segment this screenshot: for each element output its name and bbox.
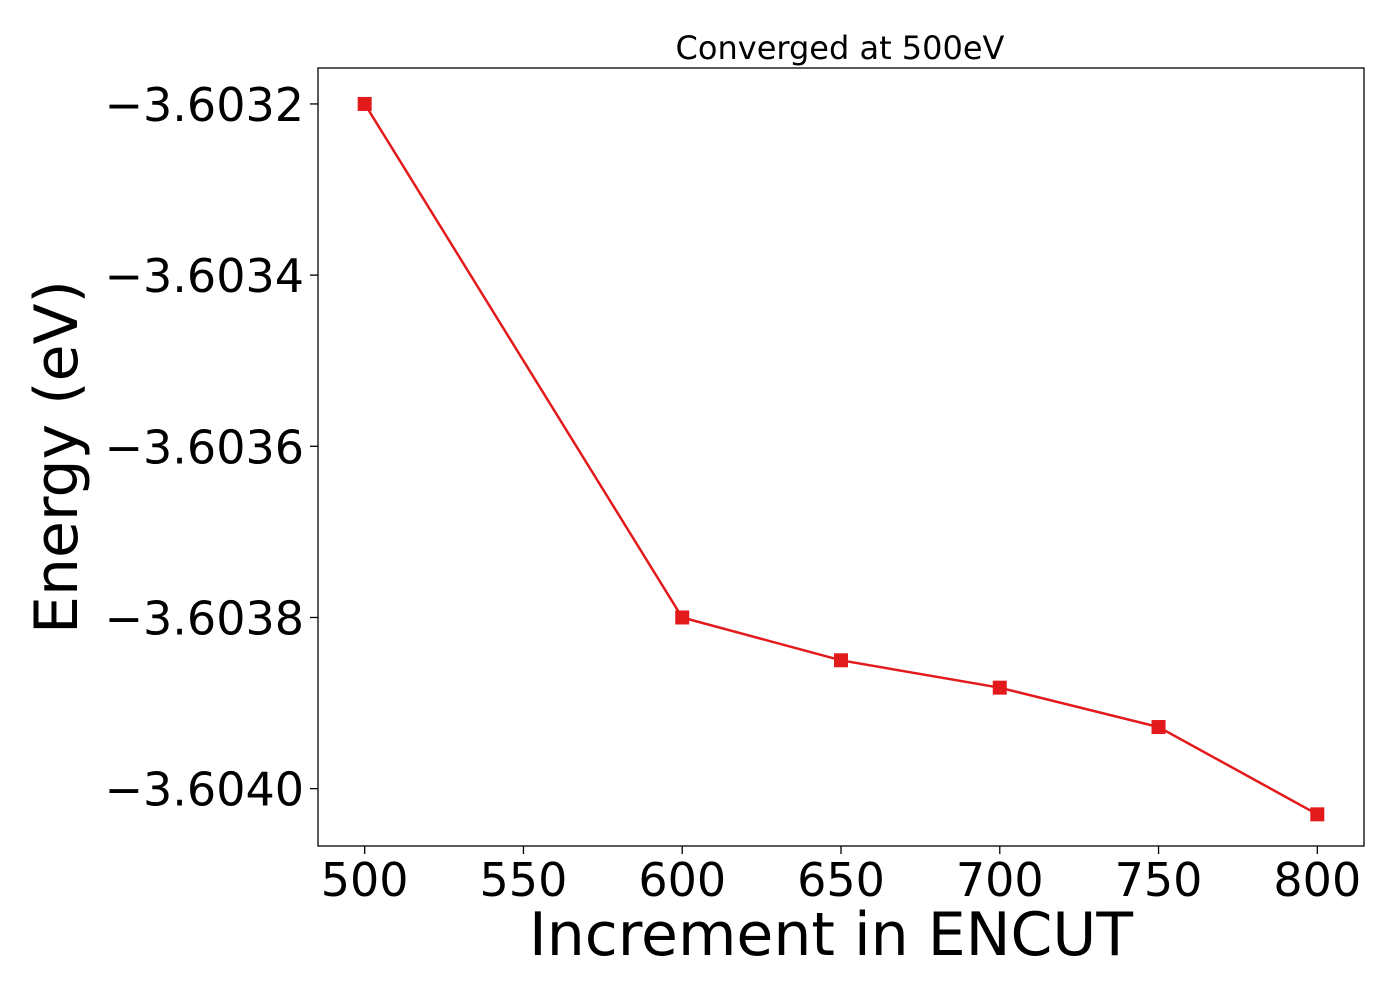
data-point <box>1310 807 1325 822</box>
x-tick-label: 650 <box>797 853 885 907</box>
x-tick-label: 600 <box>638 853 726 907</box>
data-point <box>992 680 1007 695</box>
x-tick-label: 550 <box>480 853 568 907</box>
data-point <box>834 653 848 668</box>
data-point <box>1151 720 1166 735</box>
y-axis-label: Energy (eV) <box>22 280 92 634</box>
y-tick-label: −3.6036 <box>105 420 305 474</box>
data-point <box>675 610 690 625</box>
data-point <box>357 96 372 111</box>
y-tick-label: −3.6032 <box>105 78 305 132</box>
y-tick-label: −3.6038 <box>105 591 305 645</box>
x-axis-label: Increment in ENCUT <box>529 900 1133 970</box>
series-line <box>363 103 1318 816</box>
y-tick-label: −3.6040 <box>105 763 305 817</box>
x-tick-label: 750 <box>1115 853 1203 907</box>
x-tick-label: 700 <box>956 853 1044 907</box>
x-tick-label: 500 <box>321 853 409 907</box>
y-tick-label: −3.6034 <box>105 249 305 303</box>
chart-title: Converged at 500eV <box>676 29 1005 67</box>
plot-area: 500 550 600 650 700 750 800 −3.6032 −3.6034 −3.60… <box>105 67 1365 907</box>
x-tick-label: 800 <box>1273 853 1361 907</box>
